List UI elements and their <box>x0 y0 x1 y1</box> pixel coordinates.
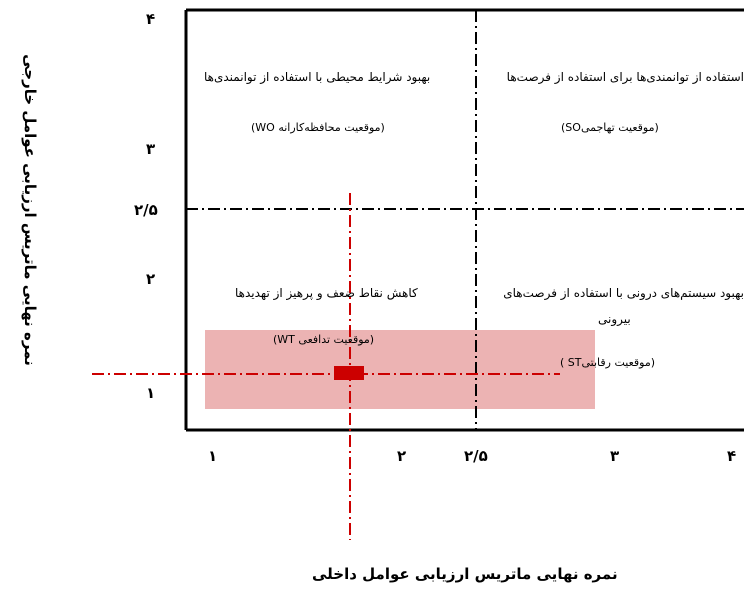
wt-position-text: (موقعیت تدافعی WT) <box>273 333 375 346</box>
st-position-text: (موقعیت رقابتیST ) <box>560 356 656 369</box>
x-axis-title: نمره نهایی ماتریس ارزیابی عوامل داخلی <box>312 565 618 583</box>
so-strategy-text: استفاده از توانمندی‌ها برای استفاده از ف… <box>506 70 744 84</box>
x-tick-1: ۱ <box>208 447 218 465</box>
wt-strategy-text: کاهش نقاط ضعف و پرهیز از تهدیدها <box>235 286 418 300</box>
y-tick-4: ۴ <box>146 10 156 28</box>
wo-position-text: (موقعیت محافظه‌کارانه WO) <box>251 121 385 134</box>
x-tick-4: ۴ <box>727 447 737 465</box>
x-tick-2: ۲ <box>397 447 407 465</box>
score-range-area <box>205 330 595 409</box>
y-axis-title: نمره نهایی ماتریس ارزیابی عوامل خارجی <box>21 54 39 366</box>
score-marker <box>334 366 364 380</box>
y-tick-1: ۱ <box>146 384 156 402</box>
y-tick-3: ۳ <box>146 140 156 158</box>
x-tick-3: ۳ <box>610 447 620 465</box>
st-strategy-text-line2: بیرونی <box>598 312 631 326</box>
st-strategy-text-line1: بهبود سیستم‌های درونی با استفاده از فرصت… <box>503 286 744 300</box>
wo-strategy-text: بهبود شرایط محیطی با استفاده از توانمندی… <box>204 70 431 84</box>
x-tick-2-5: ۲/۵ <box>464 447 488 465</box>
y-tick-2-5: ۲/۵ <box>134 201 158 219</box>
y-tick-2: ۲ <box>146 270 156 288</box>
so-position-text: (موقعیت تهاجمیSO) <box>561 121 659 134</box>
